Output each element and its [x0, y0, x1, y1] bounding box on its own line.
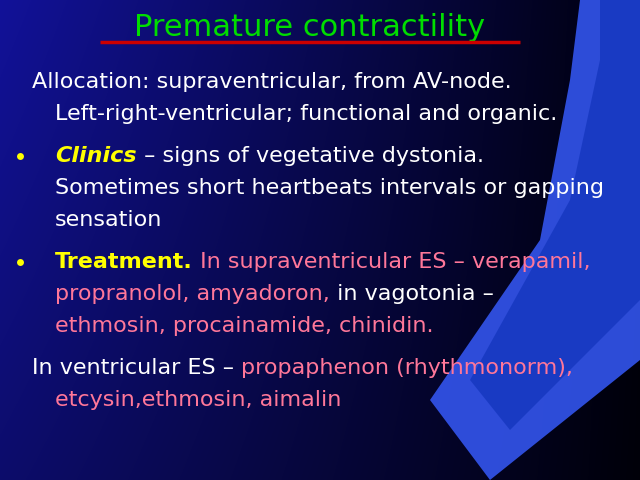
Text: propaphenon (rhythmonorm),: propaphenon (rhythmonorm),	[241, 358, 573, 378]
Polygon shape	[430, 0, 640, 480]
Text: propranolol, amyadoron,: propranolol, amyadoron,	[55, 284, 330, 304]
Text: in vagotonia –: in vagotonia –	[330, 284, 493, 304]
Text: Clinics: Clinics	[55, 146, 136, 166]
Text: Sometimes short heartbeats intervals or gapping: Sometimes short heartbeats intervals or …	[55, 178, 604, 198]
Text: Allocation: supraventricular, from AV-node.: Allocation: supraventricular, from AV-no…	[32, 72, 511, 92]
Text: Premature contractility: Premature contractility	[134, 13, 486, 43]
Text: Left-right-ventricular; functional and organic.: Left-right-ventricular; functional and o…	[55, 104, 557, 124]
Text: sensation: sensation	[55, 210, 163, 230]
Text: Treatment.: Treatment.	[55, 252, 193, 272]
Polygon shape	[470, 0, 640, 430]
Text: In ventricular ES –: In ventricular ES –	[32, 358, 241, 378]
Text: ethmosin, procainamide, chinidin.: ethmosin, procainamide, chinidin.	[55, 316, 433, 336]
Text: – signs of vegetative dystonia.: – signs of vegetative dystonia.	[136, 146, 484, 166]
Text: etcysin,ethmosin, aimalin: etcysin,ethmosin, aimalin	[55, 390, 341, 410]
Text: In supraventricular ES – verapamil,: In supraventricular ES – verapamil,	[193, 252, 590, 272]
